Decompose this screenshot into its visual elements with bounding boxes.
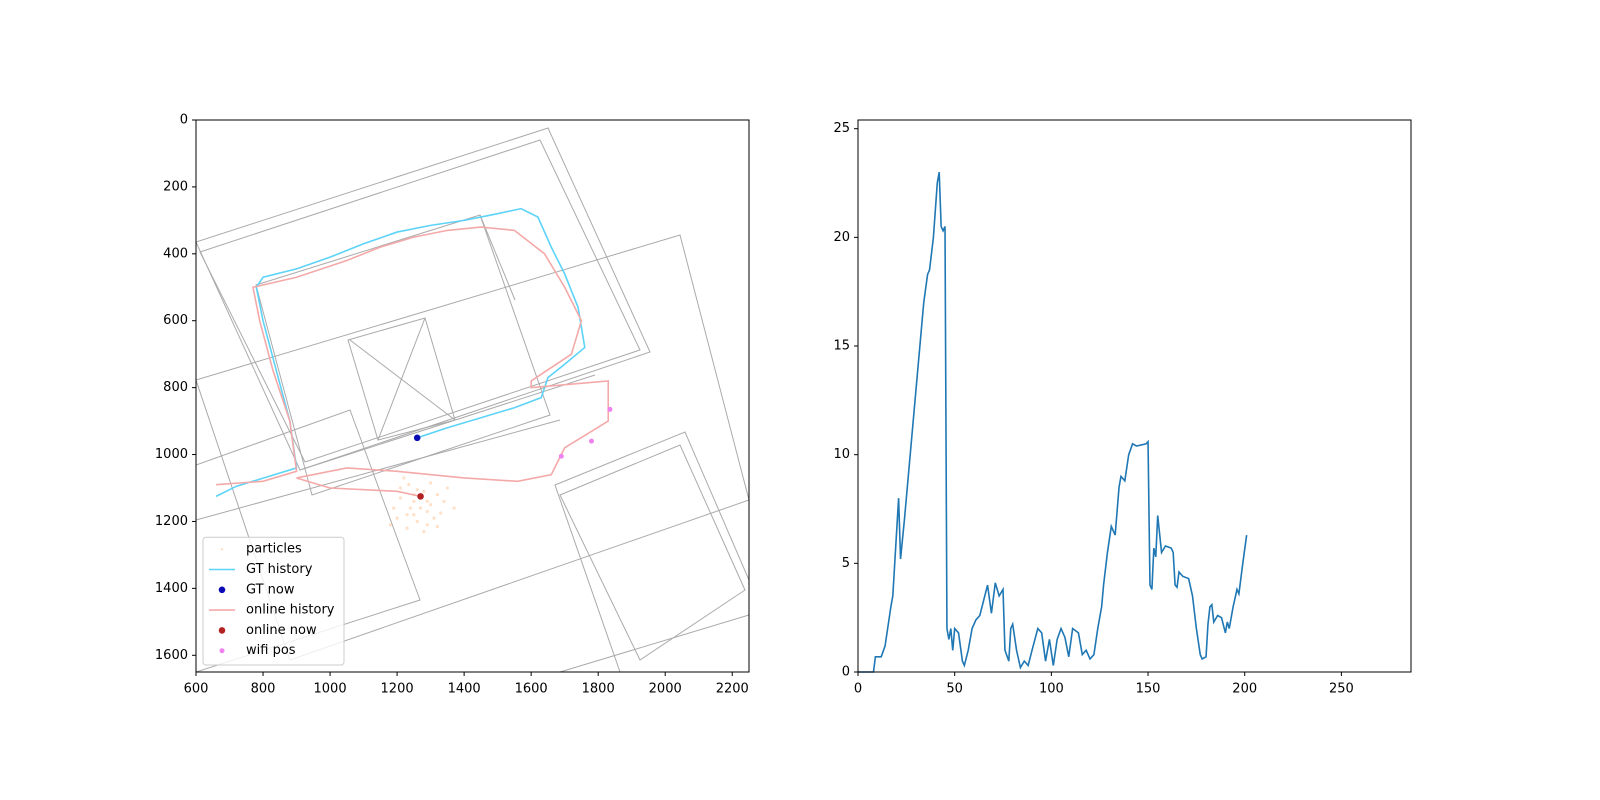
- floor-plan: [196, 127, 749, 672]
- x-tick-label: 0: [854, 682, 862, 697]
- point: [405, 513, 409, 517]
- point: [405, 526, 409, 530]
- y-tick-label: 0: [180, 113, 188, 128]
- series-line: [858, 172, 1248, 673]
- point: [422, 529, 426, 534]
- x-tick-label: 250: [1329, 682, 1354, 697]
- point: [429, 503, 433, 507]
- y-tick-label: 1600: [155, 648, 188, 663]
- point: [607, 406, 613, 412]
- point: [398, 486, 403, 490]
- point: [442, 499, 446, 503]
- point: [439, 511, 443, 515]
- y-tick-label: 800: [163, 380, 188, 395]
- point: [417, 493, 424, 500]
- x-tick-label: 150: [1136, 682, 1161, 697]
- point: [408, 506, 413, 510]
- point: [388, 523, 392, 527]
- legend-swatch: [221, 548, 223, 551]
- y-tick-label: 600: [163, 313, 188, 328]
- legend-label: wifi pos: [246, 643, 296, 658]
- plot-area: [858, 172, 1248, 673]
- point: [435, 524, 439, 529]
- legend-label: online history: [246, 603, 335, 618]
- legend-label: particles: [246, 542, 302, 557]
- point: [402, 476, 406, 480]
- point: [432, 516, 436, 520]
- y-tick-label: 1000: [155, 447, 188, 462]
- y-tick-label: 5: [842, 556, 850, 571]
- legend-label: online now: [246, 623, 317, 638]
- y-tick-label: 20: [833, 230, 850, 245]
- point: [412, 513, 416, 517]
- point: [445, 486, 449, 490]
- y-tick-label: 1400: [155, 581, 188, 596]
- x-tick-label: 100: [1039, 682, 1064, 697]
- y-tick-label: 1200: [155, 514, 188, 529]
- point: [429, 481, 433, 485]
- x-tick-label: 2200: [716, 682, 749, 697]
- point: [392, 506, 396, 510]
- point: [425, 523, 429, 527]
- legend-box: [202, 536, 345, 666]
- y-tick-label: 10: [833, 447, 850, 462]
- legend-label: GT history: [246, 562, 313, 577]
- legend-swatch: [219, 648, 225, 654]
- legend-swatch: [218, 627, 226, 634]
- point: [435, 493, 439, 497]
- point: [413, 434, 421, 442]
- y-tick-label: 200: [163, 179, 188, 194]
- axes-frame: [195, 119, 750, 673]
- point: [452, 506, 456, 510]
- point: [412, 499, 416, 503]
- y-tick-label: 25: [833, 121, 850, 136]
- x-tick-label: 50: [946, 682, 963, 697]
- point: [398, 496, 403, 500]
- series-line: [216, 226, 610, 498]
- y-tick-label: 400: [163, 246, 188, 261]
- legend-label: GT now: [246, 582, 295, 597]
- point: [425, 499, 429, 503]
- x-tick-label: 1400: [448, 682, 481, 697]
- point: [415, 488, 419, 492]
- point: [422, 489, 426, 493]
- x-tick-label: 2000: [649, 682, 682, 697]
- y-tick-label: 15: [833, 339, 850, 354]
- point: [418, 506, 423, 510]
- x-tick-label: 1800: [582, 682, 615, 697]
- x-tick-label: 800: [251, 682, 276, 697]
- point: [558, 453, 564, 459]
- series-line: [215, 207, 586, 498]
- point: [425, 509, 429, 514]
- x-tick-label: 1000: [314, 682, 347, 697]
- x-tick-label: 1600: [515, 682, 548, 697]
- plot-area: [215, 207, 613, 534]
- point: [415, 519, 419, 524]
- x-tick-label: 1200: [381, 682, 414, 697]
- point: [588, 438, 594, 444]
- point: [395, 516, 399, 520]
- legend-swatch: [218, 586, 226, 594]
- x-tick-label: 600: [184, 682, 209, 697]
- point: [407, 483, 411, 487]
- x-tick-label: 200: [1232, 682, 1257, 697]
- y-tick-label: 0: [842, 665, 850, 680]
- axes-frame: [857, 119, 1412, 673]
